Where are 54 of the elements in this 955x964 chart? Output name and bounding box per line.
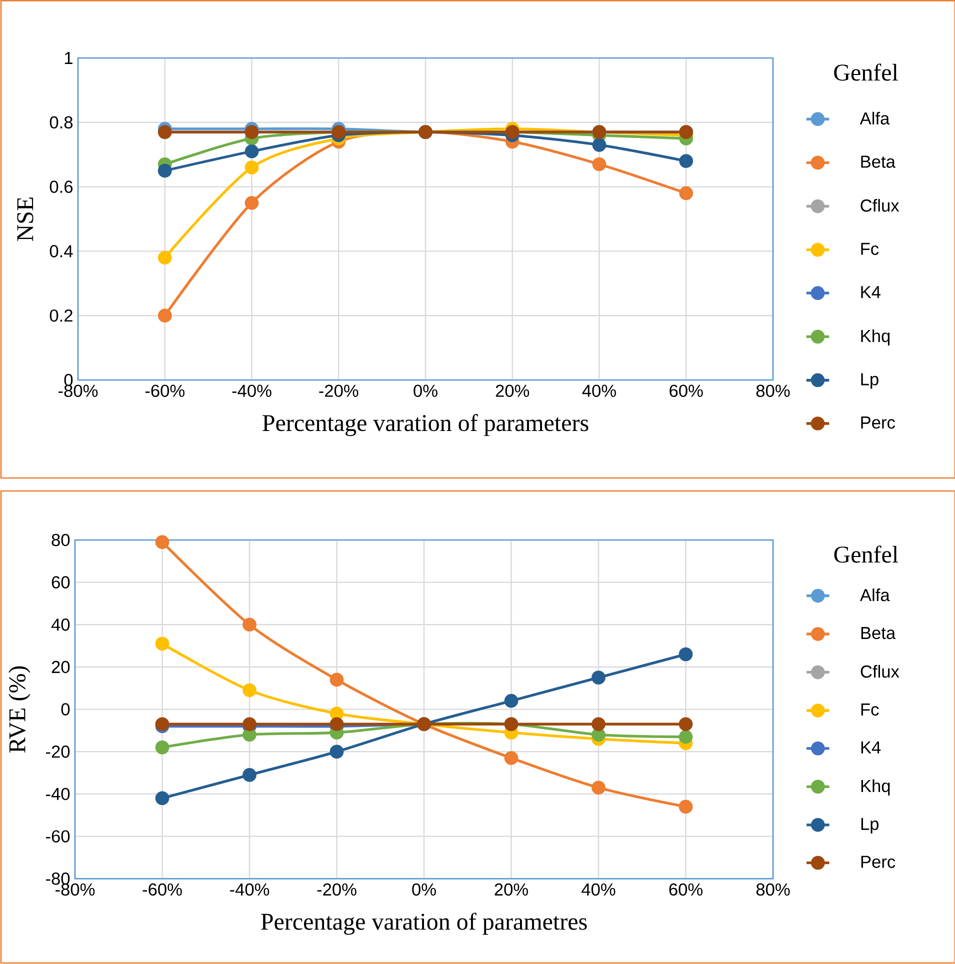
y-tick-label: 0 [61,703,70,716]
y-tick-label: 0.8 [50,116,73,129]
x-tick-label: -40% [232,384,272,397]
x-tick-label: -20% [317,883,356,896]
y-tick-label: 60 [52,576,70,588]
legend-label: Beta [861,156,896,168]
y-tick-label: -80 [46,872,70,885]
y-tick-label: -20 [46,746,70,758]
x-axis-title: Percentage varation of parameters [262,414,588,436]
y-tick-label: 80 [52,534,70,546]
y-tick-label: 20 [52,660,70,674]
x-tick-label: -40% [230,883,270,896]
y-tick-label: 1 [64,52,72,64]
x-tick-label: 80% [756,384,790,397]
x-tick-label: -60% [142,883,182,896]
legend-label: Khq [861,779,890,796]
legend-label: Lp [861,818,879,834]
legend-label: Cflux [860,198,900,212]
x-tick-label: 60% [669,883,702,896]
y-tick-label: 0.2 [50,309,72,322]
x-axis-title: Percentage varation of parametres [261,912,587,935]
x-tick-label: 80% [756,883,790,896]
y-tick-label: 0.4 [50,245,73,258]
x-tick-label: -20% [319,384,358,397]
legend-label: K4 [861,286,881,298]
x-tick-label: 20% [496,384,530,397]
legend-label: Cflux [860,664,900,678]
legend-label: K4 [861,741,881,754]
legend-label: Lp [861,373,878,389]
legend-label: Khq [861,329,890,346]
legend-title: Genfel [834,546,898,563]
y-tick-label: 0.6 [50,180,73,193]
legend-label: Beta [861,627,896,640]
legend-label: Alfa [860,588,890,602]
x-tick-label: 40% [582,883,616,896]
x-tick-label: 60% [670,384,703,397]
x-tick-label: 20% [494,883,528,896]
x-tick-label: -80% [58,384,98,397]
x-tick-label: 40% [582,384,616,397]
x-tick-label: 0% [412,883,436,896]
x-tick-label: -80% [56,883,95,896]
x-tick-label: 0% [414,384,438,397]
legend-label: Perc [861,856,896,868]
legend-label: Fc [861,242,879,255]
x-tick-label: -60% [145,384,184,397]
y-axis-title: NSE [17,198,34,241]
legend-title: Genfel [834,64,898,81]
y-tick-label: -40 [46,788,70,800]
legend-label: Alfa [860,112,890,125]
y-tick-label: 40 [51,618,70,631]
y-axis-title: RVE (%) [8,666,30,753]
legend-label: Perc [861,416,895,429]
y-tick-label: -60 [46,830,70,842]
legend-label: Fc [861,704,879,716]
